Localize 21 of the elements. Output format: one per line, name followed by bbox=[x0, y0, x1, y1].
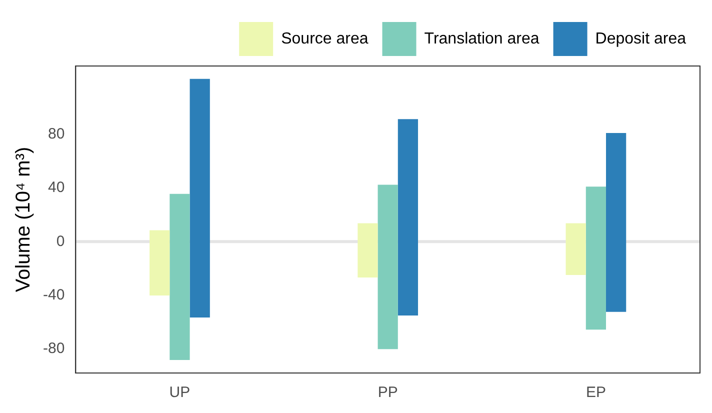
x-tick-label: EP bbox=[586, 384, 606, 402]
legend-label: Source area bbox=[281, 30, 368, 48]
legend-label: Translation area bbox=[424, 30, 540, 48]
bar bbox=[358, 223, 378, 278]
bar bbox=[170, 194, 190, 360]
x-tick-label: UP bbox=[169, 384, 190, 402]
y-tick-label: 0 bbox=[56, 232, 65, 250]
y-tick-label: -40 bbox=[42, 286, 65, 304]
bar bbox=[190, 78, 210, 318]
bar bbox=[150, 230, 170, 296]
y-tick-label: 80 bbox=[48, 126, 65, 143]
bar bbox=[378, 184, 398, 350]
y-tick-label: -80 bbox=[42, 340, 65, 358]
legend-label: Deposit area bbox=[595, 30, 686, 48]
y-tick-label: 40 bbox=[48, 179, 65, 196]
y-axis-title: Volume (10⁴ m³) bbox=[12, 146, 35, 292]
bar bbox=[398, 119, 418, 316]
bar bbox=[606, 133, 626, 312]
bar bbox=[586, 186, 606, 330]
x-tick-label: PP bbox=[378, 384, 398, 402]
bar bbox=[566, 223, 586, 275]
